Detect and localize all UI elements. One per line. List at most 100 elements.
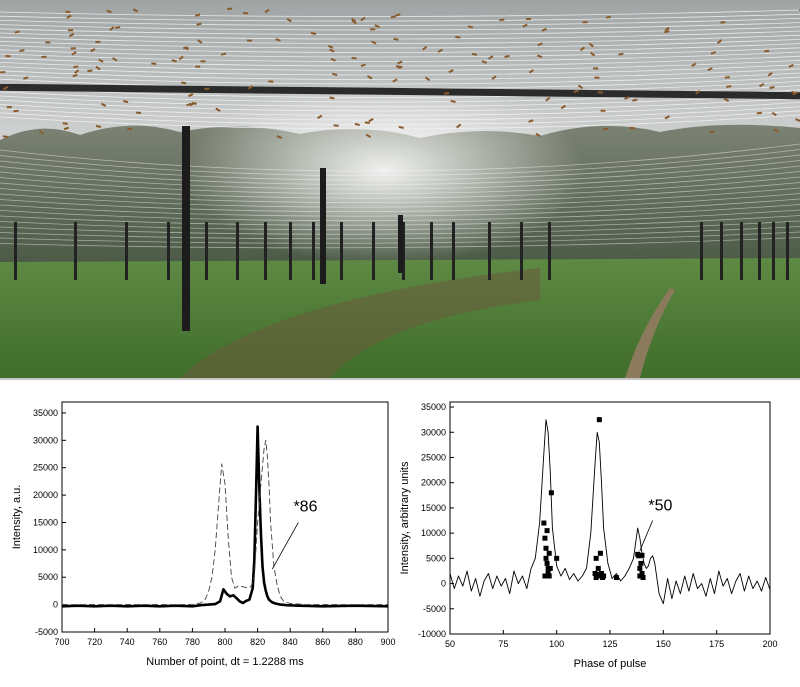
dipole — [194, 13, 201, 17]
cross-beam — [0, 83, 800, 100]
x-tick-label: 50 — [445, 639, 455, 649]
pole — [488, 222, 491, 280]
wire — [0, 187, 800, 208]
dipole — [2, 85, 9, 91]
dipole — [365, 133, 372, 139]
dipole — [368, 117, 374, 123]
y-tick-label: 25000 — [421, 452, 446, 462]
wire — [0, 97, 800, 112]
dipole — [71, 51, 77, 56]
pole — [312, 222, 315, 280]
dipole-elements — [0, 6, 800, 139]
data-marker — [542, 535, 548, 541]
y-tick-label: 20000 — [33, 490, 58, 500]
data-marker — [640, 575, 646, 581]
data-marker — [595, 565, 601, 571]
pole — [772, 222, 775, 280]
dipole — [597, 91, 603, 94]
data-marker — [542, 573, 548, 579]
dipole — [525, 17, 531, 20]
dipole — [605, 15, 611, 19]
wire — [0, 93, 800, 107]
dipole — [74, 69, 80, 74]
dipole — [535, 132, 541, 138]
y-tick-label: -10000 — [418, 629, 446, 639]
data-marker — [593, 555, 599, 561]
dipole — [756, 111, 762, 115]
dipole — [327, 44, 334, 49]
dipole — [310, 31, 317, 35]
wire — [0, 47, 800, 58]
y-tick-label: 20000 — [421, 478, 446, 488]
dipole — [792, 91, 798, 96]
data-marker — [543, 555, 549, 561]
dipole — [14, 30, 20, 34]
annotation-arrow — [639, 520, 654, 551]
dipole — [351, 57, 357, 60]
y-tick-label: 25000 — [33, 463, 58, 473]
dipole — [13, 109, 19, 113]
y-tick-label: 15000 — [421, 503, 446, 513]
dipole — [215, 107, 221, 112]
data-marker — [543, 545, 549, 551]
dipole — [443, 92, 450, 95]
x-axis-label: Phase of pulse — [574, 658, 647, 670]
dipole — [370, 28, 376, 31]
dipole — [132, 8, 139, 13]
dipole — [471, 52, 478, 56]
dipole — [393, 37, 399, 41]
x-tick-label: 840 — [283, 637, 298, 647]
dipole — [330, 57, 336, 62]
wire — [0, 171, 800, 195]
dipole — [329, 96, 335, 100]
dipole — [317, 114, 323, 120]
dipole — [200, 60, 206, 63]
dipole — [769, 86, 775, 90]
dipole — [63, 126, 70, 131]
dipole — [188, 93, 194, 98]
dipole — [528, 69, 535, 74]
dipole — [795, 118, 800, 122]
dipole — [450, 99, 456, 104]
dipole — [579, 46, 586, 52]
dipole — [364, 121, 370, 124]
pole — [289, 222, 292, 280]
dipole — [424, 76, 431, 82]
data-marker — [546, 550, 552, 556]
dipole — [456, 123, 462, 129]
chart-left: 700 720 740 760 780 800 820 840 860 880 900 -5000 0 5… — [11, 401, 396, 668]
y-tick-label: 5000 — [38, 572, 58, 582]
dipole — [537, 42, 543, 47]
wire — [0, 165, 800, 190]
dipole — [536, 54, 543, 58]
dipole — [371, 40, 377, 45]
dipole — [106, 9, 112, 14]
x-tick-label: 880 — [348, 637, 363, 647]
pole — [167, 222, 170, 280]
dipole — [709, 130, 715, 134]
pole — [14, 222, 17, 280]
dipole — [268, 80, 274, 83]
dipole — [600, 109, 606, 112]
data-marker — [596, 417, 602, 423]
wire — [0, 215, 800, 231]
dipole — [788, 64, 794, 68]
pole — [520, 222, 523, 280]
pole — [205, 222, 208, 280]
dipole — [23, 76, 29, 80]
dipole — [135, 111, 142, 114]
x-tick-label: 125 — [602, 639, 617, 649]
dipole — [582, 21, 588, 24]
pole — [740, 222, 743, 280]
dipole — [624, 96, 630, 100]
wire — [0, 34, 800, 44]
data-marker — [637, 565, 643, 571]
y-axis-label: Intensity, a.u. — [11, 485, 23, 550]
pole — [372, 222, 375, 280]
y-tick-label: 0 — [53, 600, 58, 610]
dipole — [422, 45, 428, 51]
wire — [0, 176, 800, 199]
y-tick-label: -5000 — [35, 627, 58, 637]
dipole — [499, 18, 505, 22]
pole — [758, 222, 761, 280]
